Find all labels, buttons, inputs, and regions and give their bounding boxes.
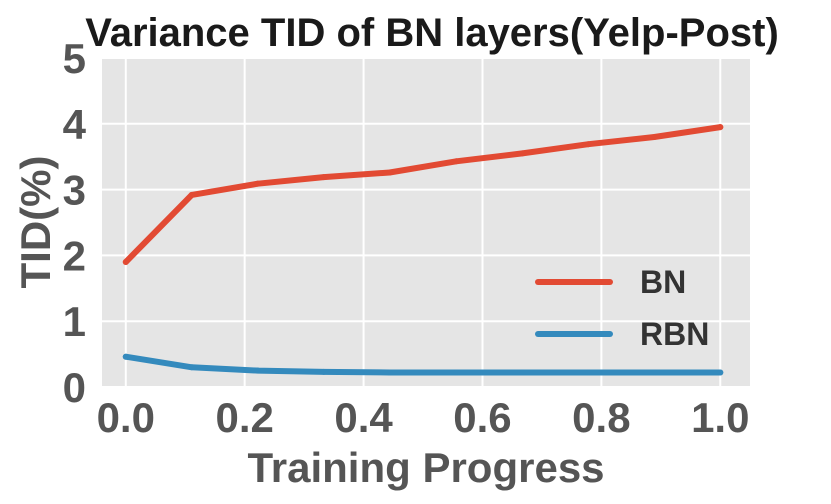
x-tick-label: 0.4 xyxy=(334,394,393,441)
data-point-bn xyxy=(651,133,658,140)
x-axis-label: Training Progress xyxy=(247,444,604,491)
data-point-rbn xyxy=(651,369,658,376)
x-tick-label: 0.0 xyxy=(97,394,155,441)
data-point-bn xyxy=(453,158,460,165)
series-line-bn xyxy=(122,124,724,265)
x-tick-label: 0.2 xyxy=(215,394,273,441)
x-tick-label: 0.6 xyxy=(453,394,511,441)
data-point-rbn xyxy=(122,353,129,360)
data-point-rbn xyxy=(453,369,460,376)
y-tick-label: 4 xyxy=(63,101,87,148)
y-tick-labels: 0 1 2 3 4 5 xyxy=(63,35,87,411)
data-point-rbn xyxy=(585,369,592,376)
legend-label-rbn: RBN xyxy=(640,316,709,352)
data-point-bn xyxy=(717,124,724,131)
data-point-bn xyxy=(122,258,129,265)
x-tick-label: 1.0 xyxy=(691,394,749,441)
data-point-rbn xyxy=(519,369,526,376)
data-point-rbn xyxy=(188,364,195,371)
series-line-rbn xyxy=(122,353,724,376)
data-point-rbn xyxy=(254,367,261,374)
data-point-bn xyxy=(188,191,195,198)
y-tick-label: 1 xyxy=(63,298,86,345)
data-point-rbn xyxy=(386,369,393,376)
series-lines xyxy=(122,124,724,376)
data-point-bn xyxy=(386,169,393,176)
y-tick-label: 3 xyxy=(63,167,86,214)
y-tick-label: 0 xyxy=(63,364,86,411)
plot-background xyxy=(102,58,750,387)
x-tick-labels: 0.0 0.2 0.4 0.6 0.8 1.0 xyxy=(97,394,750,441)
legend: BN RBN xyxy=(535,264,709,352)
data-point-rbn xyxy=(717,369,724,376)
data-point-rbn xyxy=(320,368,327,375)
legend-label-bn: BN xyxy=(640,264,686,300)
grid-lines xyxy=(102,57,750,388)
y-tick-label: 2 xyxy=(63,232,86,279)
x-tick-label: 0.8 xyxy=(572,394,630,441)
data-point-bn xyxy=(585,141,592,148)
y-axis-label: TID(%) xyxy=(12,156,59,289)
chart-title: Variance TID of BN layers(Yelp-Post) xyxy=(85,11,779,55)
data-point-bn xyxy=(254,180,261,187)
y-tick-label: 5 xyxy=(63,35,86,82)
data-point-bn xyxy=(320,174,327,181)
data-point-bn xyxy=(519,150,526,157)
